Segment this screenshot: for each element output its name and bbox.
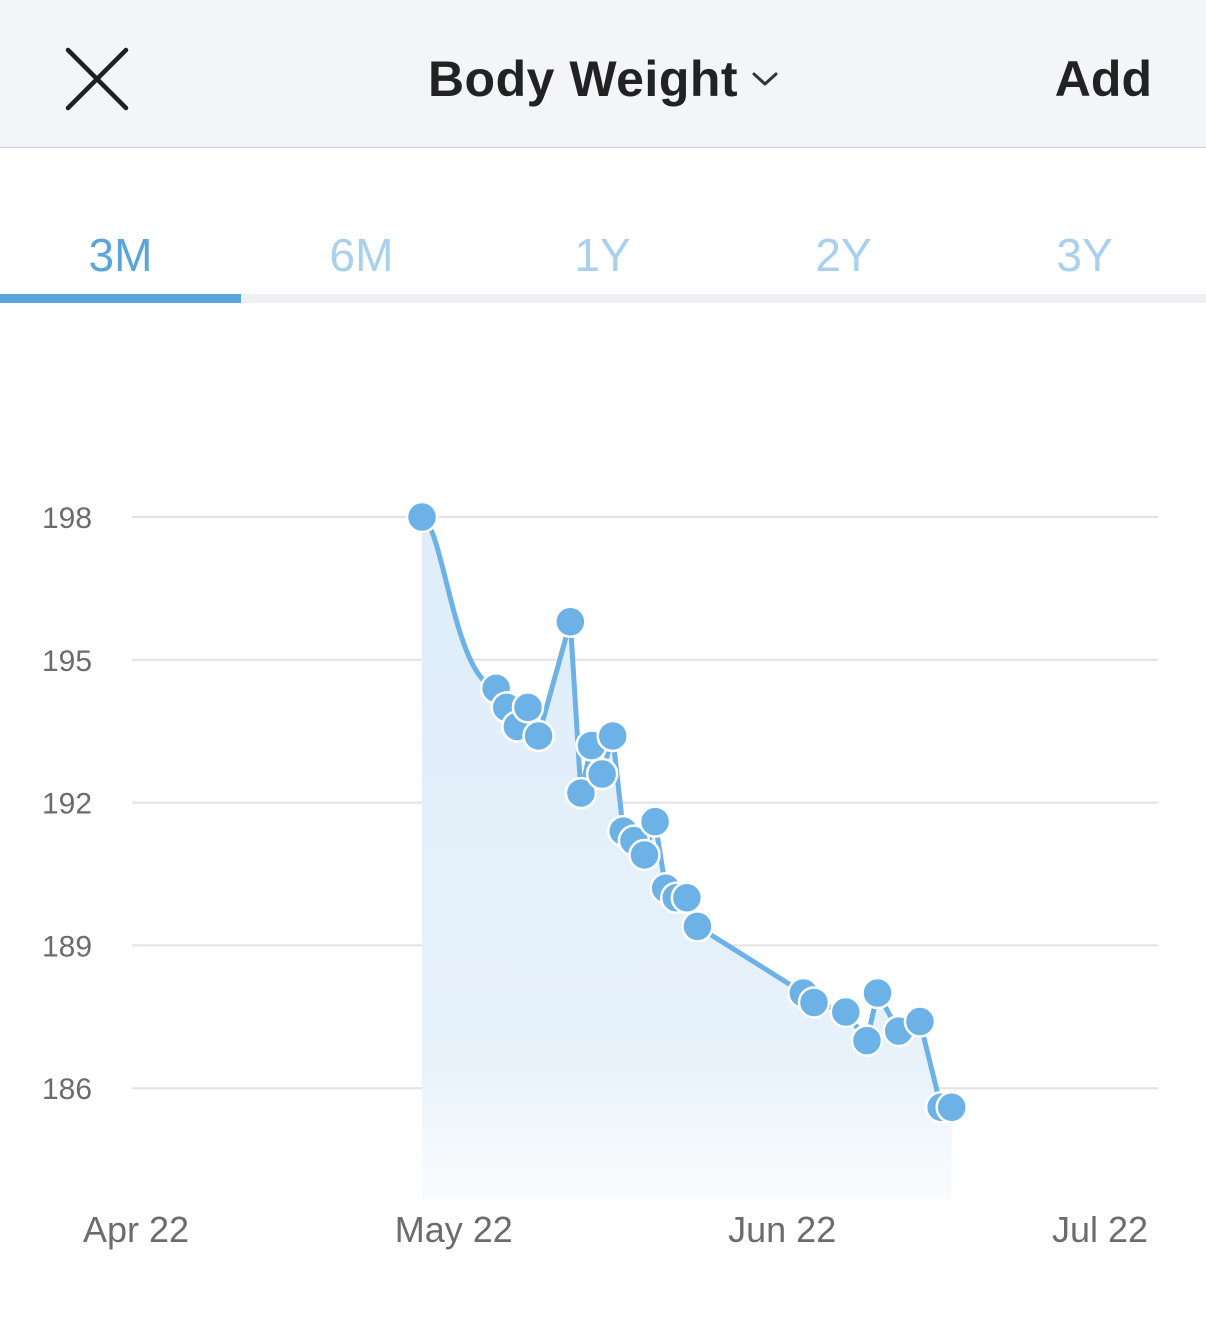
tab-1y[interactable]: 1Y — [574, 229, 631, 281]
header: Body Weight Add — [0, 0, 1206, 148]
page-title: Body Weight — [427, 51, 739, 107]
data-point[interactable] — [681, 910, 714, 943]
chevron-down-icon — [752, 72, 778, 86]
y-tick-label: 198 — [42, 502, 92, 535]
data-point[interactable] — [564, 776, 598, 810]
x-tick-label: May 22 — [395, 1209, 513, 1250]
data-point[interactable] — [861, 976, 894, 1010]
y-tick-label: 192 — [42, 788, 92, 821]
grid — [132, 516, 1158, 1090]
data-point[interactable] — [829, 995, 863, 1029]
x-axis: Apr 22 May 22 Jun 22 Jul 22 — [83, 1209, 1148, 1250]
data-point[interactable] — [935, 1090, 968, 1124]
tab-3y[interactable]: 3Y — [1056, 229, 1113, 281]
add-button[interactable]: Add — [1054, 51, 1152, 107]
close-button[interactable] — [60, 42, 134, 116]
data-point[interactable] — [797, 986, 831, 1019]
tab-6m[interactable]: 6M — [329, 229, 394, 281]
range-tabs: 3M 6M 1Y 2Y 3Y — [0, 148, 1206, 304]
y-axis: 198 195 192 189 186 — [42, 502, 92, 1106]
data-point[interactable] — [628, 838, 661, 872]
data-point[interactable] — [522, 719, 555, 753]
tab-3m[interactable]: 3M — [88, 229, 153, 281]
x-tick-label: Jun 22 — [728, 1209, 836, 1250]
weight-chart: 198 195 192 189 186 Apr 22 May 22 Jun 22 Jul 22 — [42, 500, 1158, 1250]
tab-2y[interactable]: 2Y — [815, 229, 872, 281]
tab-active-indicator — [0, 294, 241, 303]
data-points — [405, 500, 968, 1124]
data-point[interactable] — [511, 691, 545, 724]
data-point[interactable] — [638, 805, 672, 838]
tab-track — [0, 294, 1206, 303]
data-point[interactable] — [405, 500, 439, 534]
y-tick-label: 195 — [42, 645, 92, 678]
title-dropdown[interactable]: Body Weight — [428, 50, 778, 108]
data-point[interactable] — [596, 719, 629, 753]
y-tick-label: 189 — [42, 930, 92, 963]
x-tick-label: Apr 22 — [83, 1209, 189, 1250]
data-point[interactable] — [585, 757, 619, 791]
data-point[interactable] — [670, 881, 704, 915]
data-point[interactable] — [903, 1005, 937, 1038]
area — [422, 517, 952, 1200]
y-tick-label: 186 — [42, 1073, 92, 1106]
area-fill — [422, 517, 952, 1200]
data-point[interactable] — [554, 605, 587, 638]
x-tick-label: Jul 22 — [1052, 1209, 1148, 1250]
data-point[interactable] — [850, 1024, 884, 1057]
close-icon — [65, 47, 129, 111]
